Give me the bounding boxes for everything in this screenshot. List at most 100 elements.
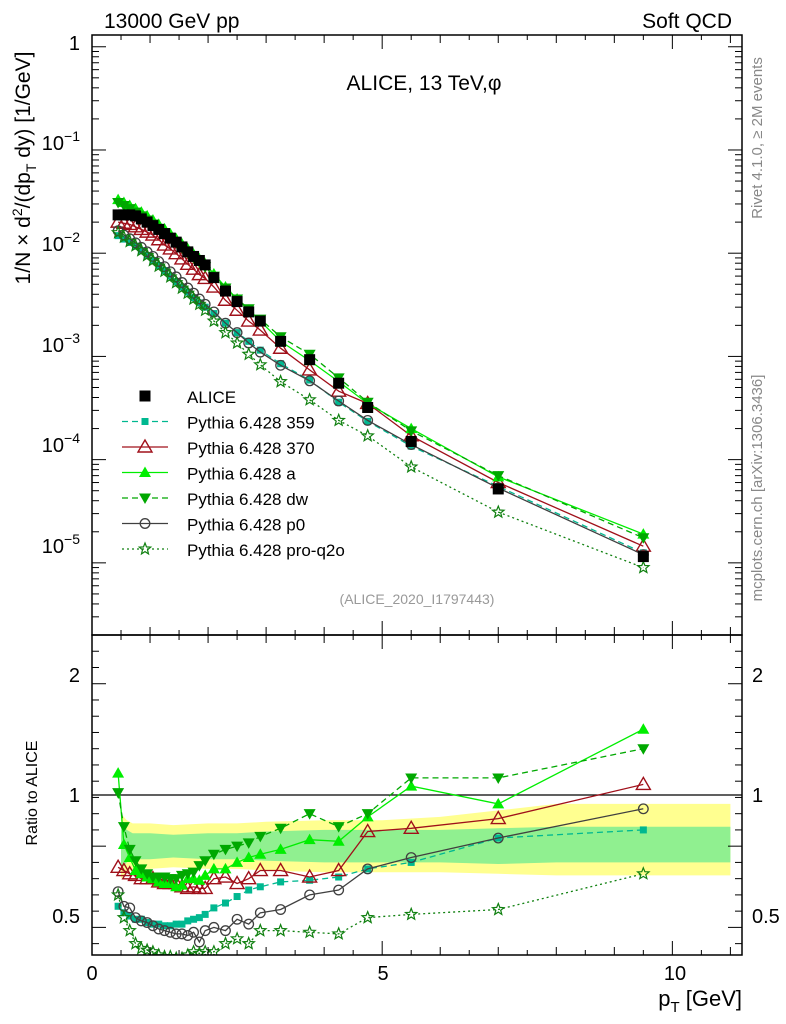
data-point (135, 213, 147, 225)
data-point (492, 471, 505, 482)
ratio-point (360, 909, 375, 924)
data-point (272, 339, 289, 354)
legend-label: ALICE (187, 388, 236, 407)
data-point (331, 412, 346, 427)
x-tick-labels: 0 5 10 (86, 963, 686, 985)
legend-marker (139, 493, 151, 504)
data-point (179, 255, 196, 271)
ratio-point (218, 935, 233, 950)
ratio-point (636, 866, 651, 880)
ratio-point (252, 862, 269, 877)
legend-label: Pythia 6.428 370 (187, 439, 315, 458)
ratio-tick-label-0.5-right: 0.5 (752, 906, 780, 928)
mcplots-credit-label: mcplots.cern.ch [arXiv:1306.3436] (749, 375, 766, 602)
ratio-point (207, 849, 220, 861)
legend-marker (137, 541, 153, 556)
data-point (403, 459, 419, 474)
ratio-point (492, 832, 504, 844)
ratio-point (362, 863, 374, 875)
ratio-point (303, 833, 316, 845)
ratio-point (492, 797, 505, 809)
header-collision: 13000 GeV pp (104, 10, 239, 33)
ratio-point (123, 844, 136, 856)
data-point (130, 210, 142, 222)
ratio-point (112, 788, 125, 799)
data-point (184, 288, 192, 296)
ratio-point (117, 822, 130, 833)
ratio-point (253, 922, 268, 937)
legend-label: Pythia 6.428 dw (187, 490, 309, 509)
ratio-point (490, 810, 507, 825)
ratio-point (172, 920, 180, 928)
ratio-series-pythia-6-428-dw (112, 744, 650, 885)
series-alice (112, 209, 649, 563)
ratio-point (196, 880, 214, 895)
series-line-pythia-6-428-a (117, 199, 644, 535)
data-point (197, 302, 213, 317)
data-point (637, 551, 649, 563)
data-point (141, 216, 153, 228)
ratio-point (130, 912, 141, 924)
y-tick-label-1e-5: 10−5 (42, 531, 80, 558)
ratio-point (402, 819, 420, 834)
main-y-tick-labels: 1 10−1 10−2 10−3 10−4 10−5 (42, 33, 80, 558)
data-point (201, 303, 209, 311)
data-point (199, 259, 211, 271)
legend-item: ALICE (139, 388, 236, 407)
ratio-point (176, 928, 188, 940)
ratio-point (241, 935, 256, 950)
ratio-tick-label-2-left: 2 (69, 665, 80, 687)
data-point (147, 220, 159, 232)
data-point (405, 426, 418, 437)
ratio-point (405, 780, 418, 791)
data-point (185, 260, 202, 275)
data-point (277, 360, 285, 368)
ratio-point (220, 925, 231, 937)
ratio-point (637, 744, 650, 755)
ratio-point (192, 945, 207, 955)
ratio-point (273, 922, 288, 937)
legend-marker (139, 518, 151, 529)
ratio-point (405, 773, 418, 784)
ratio-point (207, 862, 220, 874)
legend-marker (139, 466, 151, 477)
ratio-point (124, 902, 136, 914)
ratio-series-pythia-6-428-p0 (112, 803, 649, 948)
ratio-point (231, 841, 244, 853)
ratio-y-axis-label: Ratio to ALICE (24, 741, 41, 846)
ratio-point (110, 887, 126, 902)
legend-label: Pythia 6.428 pro-q2o (187, 541, 345, 560)
data-point (117, 200, 130, 212)
data-point (229, 335, 245, 350)
x-tick-label-10: 10 (664, 963, 686, 985)
ratio-point (178, 920, 186, 928)
ratio-series-pythia-6-428-370 (109, 776, 652, 895)
ratio-point (163, 948, 178, 955)
ratio-point (219, 862, 232, 874)
ratio-point (175, 879, 188, 890)
ratio-point (637, 803, 649, 815)
data-point (360, 428, 375, 443)
ratio-point (199, 869, 212, 880)
ratio-point (274, 823, 287, 835)
ratio-point (256, 883, 264, 891)
data-point (231, 296, 243, 308)
data-point (302, 392, 317, 406)
data-point (205, 278, 223, 293)
plot-title: ALICE, 13 TeV,φ (347, 72, 502, 95)
data-point (195, 299, 203, 307)
ratio-point (135, 864, 148, 875)
data-point (161, 266, 169, 274)
data-point (149, 256, 157, 264)
data-point (173, 250, 191, 265)
data-point (333, 377, 345, 389)
ratio-point (333, 884, 345, 896)
ratio-point (331, 926, 346, 941)
ratio-point (164, 926, 176, 938)
ratio-series-pythia-6-428-a (112, 723, 650, 892)
data-point (159, 228, 171, 240)
y-tick-label-1: 1 (69, 33, 80, 55)
ratio-plot-series (109, 723, 652, 955)
data-point (304, 354, 316, 366)
